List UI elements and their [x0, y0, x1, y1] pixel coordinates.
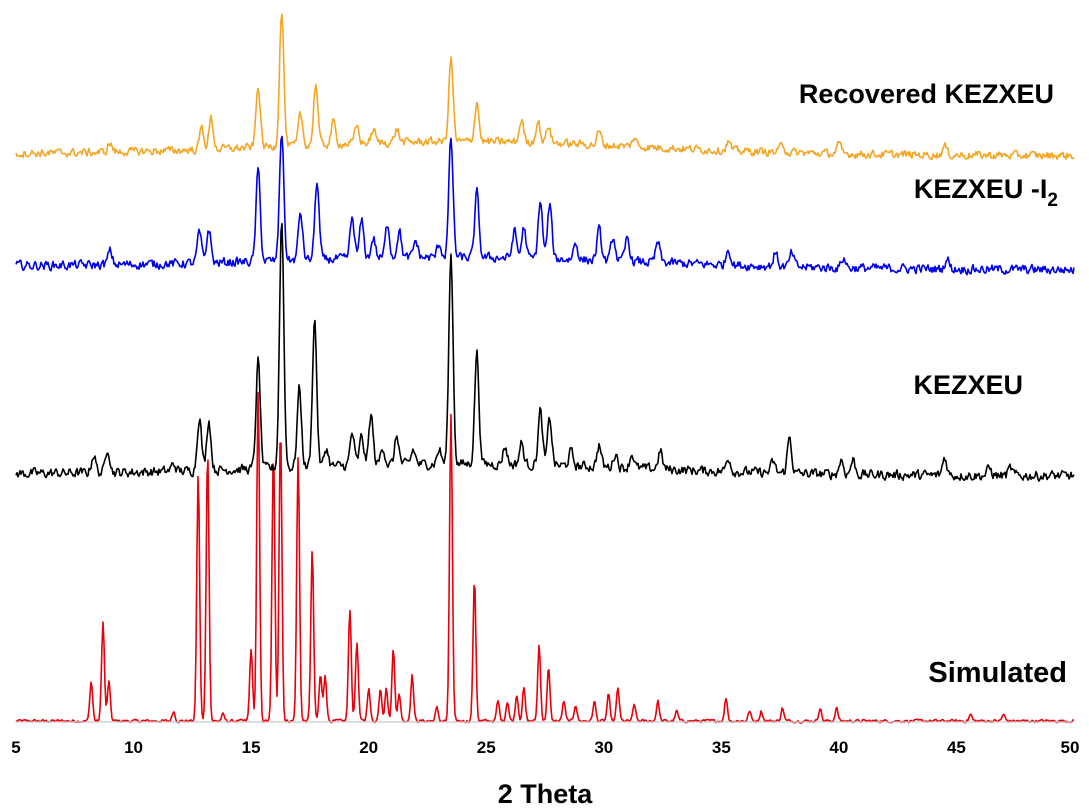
x-tick-label: 15 — [242, 738, 261, 757]
series-label-kezxeu: KEZXEU — [913, 370, 1023, 400]
series-line-kezxeu — [15, 222, 1075, 482]
series-label-kezxeu-i2-main: KEZXEU -I — [914, 174, 1048, 204]
x-tick-label: 5 — [11, 738, 20, 757]
x-tick-label: 20 — [359, 738, 378, 757]
x-tick-label: 50 — [1061, 738, 1080, 757]
x-tick-label: 10 — [124, 738, 143, 757]
series-line-recovered-kezxeu — [15, 13, 1075, 161]
series-label-kezxeu-i2-subscript: 2 — [1047, 190, 1058, 211]
series-labels: Recovered KEZXEU KEZXEU -I2 KEZXEU Simul… — [799, 79, 1067, 689]
x-tick-label: 30 — [594, 738, 613, 757]
x-tick-labels: 5 10 15 20 25 30 35 40 45 50 — [11, 738, 1079, 757]
x-tick-label: 25 — [477, 738, 496, 757]
x-axis-title: 2 Theta — [498, 779, 594, 809]
x-tick-label: 45 — [947, 738, 966, 757]
series-line-kezxeu-i2 — [15, 135, 1075, 276]
x-tick-label: 40 — [829, 738, 848, 757]
series-label-recovered: Recovered KEZXEU — [799, 79, 1054, 109]
series-label-kezxeu-i2: KEZXEU -I2 — [914, 174, 1058, 211]
x-tick-label: 35 — [712, 738, 731, 757]
series-label-simulated: Simulated — [928, 657, 1067, 689]
pattern-curves — [15, 13, 1075, 724]
series-line-simulated — [15, 391, 1075, 724]
